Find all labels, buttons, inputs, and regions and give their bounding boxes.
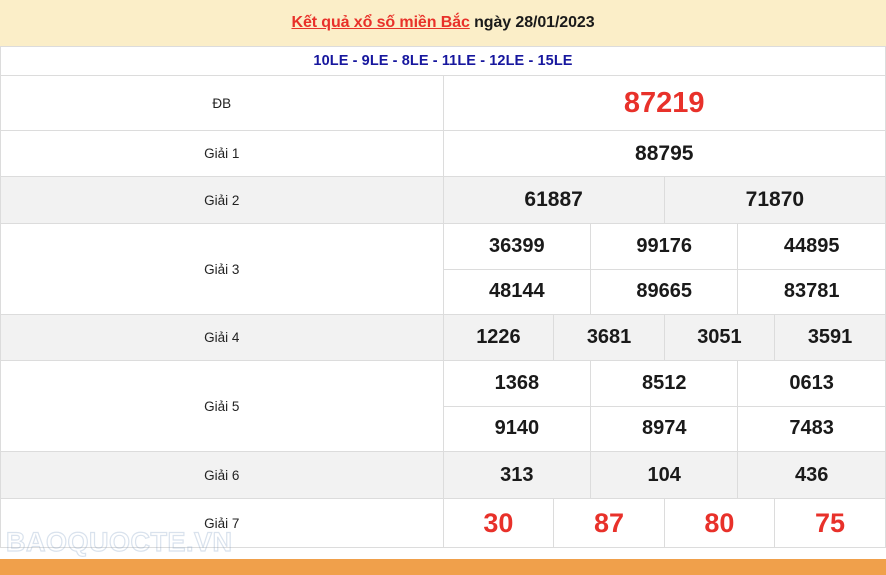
prize-grid-g4: 1226 3681 3051 3591 [443,315,885,360]
prize-grid-row: 36399 99176 44895 [443,224,885,270]
prize-label-g5: Giải 5 [0,360,444,452]
prize-row-g7: Giải 7 30 87 80 75 [0,498,886,548]
prize-value-g4-3: 3591 [774,315,885,360]
prize-cell-g5: 1368 8512 0613 9140 8974 7483 [442,360,886,452]
prize-label-g2: Giải 2 [0,176,444,224]
prize-value-g3-1: 99176 [590,224,739,270]
prize-value-g2-1: 71870 [664,177,885,223]
page-title-link[interactable]: Kết quả xổ số miền Bắc [291,14,470,31]
prize-cell-g7: 30 87 80 75 [442,498,886,548]
prize-grid-g5: 1368 8512 0613 9140 8974 7483 [443,361,885,451]
prize-value-g3-4: 89665 [590,269,739,314]
prize-value-g5-3: 9140 [443,406,592,451]
prize-cell-g2: 61887 71870 [442,176,886,224]
prize-grid-row: 1368 8512 0613 [443,361,885,407]
prize-cell-g6: 313 104 436 [442,451,886,499]
prize-grid-g6: 313 104 436 [443,452,885,498]
prize-grid-row: 313 104 436 [443,452,885,498]
prize-value-g6-0: 313 [443,452,592,498]
page-title-date: ngày 28/01/2023 [469,14,595,31]
prize-value-g7-2: 80 [664,499,776,547]
prize-value-g3-2: 44895 [737,224,885,270]
prize-row-g1: Giải 1 88795 [0,130,886,177]
prize-value-g3-3: 48144 [443,269,592,314]
prize-value-g3-5: 83781 [737,269,885,314]
prize-grid-row: 61887 71870 [443,177,885,223]
prize-grid-row: 30 87 80 75 [443,499,885,547]
prize-value-g7-1: 87 [553,499,665,547]
prize-grid-g2: 61887 71870 [443,177,885,223]
prize-grid-g7: 30 87 80 75 [443,499,885,547]
page-title: Kết quả xổ số miền Bắc ngày 28/01/2023 [291,14,594,32]
prize-label-g1: Giải 1 [0,130,444,177]
prize-value-g7-0: 30 [443,499,555,547]
prize-grid-g3: 36399 99176 44895 48144 89665 83781 [443,224,885,314]
province-codes-row: 10LE - 9LE - 8LE - 11LE - 12LE - 15LE [0,46,886,76]
prize-cell-g3: 36399 99176 44895 48144 89665 83781 [442,223,886,315]
province-codes-cell: 10LE - 9LE - 8LE - 11LE - 12LE - 15LE [0,46,886,76]
bottom-orange-bar [0,559,886,575]
prize-row-g4: Giải 4 1226 3681 3051 3591 [0,314,886,361]
prize-row-g6: Giải 6 313 104 436 [0,451,886,499]
prize-cell-g4: 1226 3681 3051 3591 [442,314,886,361]
prize-row-g3: Giải 3 36399 99176 44895 48144 89665 837… [0,223,886,315]
prize-grid-row: 9140 8974 7483 [443,406,885,451]
page-header-banner: Kết quả xổ số miền Bắc ngày 28/01/2023 [0,0,886,46]
prize-grid-row: 48144 89665 83781 [443,269,885,314]
prize-value-g5-5: 7483 [737,406,885,451]
prize-label-g7: Giải 7 [0,498,444,548]
prize-row-db: ĐB 87219 [0,75,886,131]
prize-value-g5-4: 8974 [590,406,739,451]
prize-value-g4-1: 3681 [553,315,665,360]
prize-value-g5-0: 1368 [443,361,592,407]
prize-value-g6-2: 436 [737,452,885,498]
prize-label-g3: Giải 3 [0,223,444,315]
prize-value-g4-0: 1226 [443,315,555,360]
prize-value-g1-0: 88795 [442,130,886,177]
province-codes-text: 10LE - 9LE - 8LE - 11LE - 12LE - 15LE [313,53,573,69]
prize-value-db-0: 87219 [442,75,886,131]
prize-row-g5: Giải 5 1368 8512 0613 9140 8974 7483 [0,360,886,452]
prize-value-g5-1: 8512 [590,361,739,407]
prize-grid-row: 1226 3681 3051 3591 [443,315,885,360]
prize-value-g3-0: 36399 [443,224,592,270]
prize-value-g2-0: 61887 [443,177,665,223]
prize-label-g6: Giải 6 [0,451,444,499]
prize-label-db: ĐB [0,75,444,131]
prize-label-g4: Giải 4 [0,314,444,361]
prize-value-g5-2: 0613 [737,361,885,407]
prize-value-g7-3: 75 [774,499,885,547]
prize-row-g2: Giải 2 61887 71870 [0,176,886,224]
prize-value-g6-1: 104 [590,452,739,498]
prize-value-g4-2: 3051 [664,315,776,360]
lottery-result-table: 10LE - 9LE - 8LE - 11LE - 12LE - 15LE ĐB… [0,46,886,548]
